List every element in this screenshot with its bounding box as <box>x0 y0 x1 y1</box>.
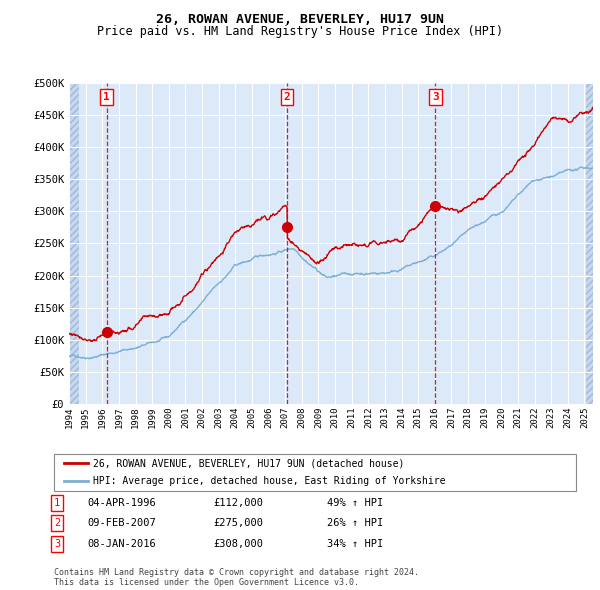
Text: 2000: 2000 <box>164 407 173 428</box>
Text: 09-FEB-2007: 09-FEB-2007 <box>87 519 156 528</box>
Text: 2012: 2012 <box>364 407 373 428</box>
Text: 2018: 2018 <box>464 407 473 428</box>
Text: 04-APR-1996: 04-APR-1996 <box>87 498 156 507</box>
Text: 1996: 1996 <box>98 407 107 428</box>
Text: 2008: 2008 <box>298 407 307 428</box>
Text: 1998: 1998 <box>131 407 140 428</box>
Text: 1997: 1997 <box>115 407 124 428</box>
Text: 2004: 2004 <box>231 407 240 428</box>
Text: 2025: 2025 <box>580 407 589 428</box>
Text: 26% ↑ HPI: 26% ↑ HPI <box>327 519 383 528</box>
Text: 2022: 2022 <box>530 407 539 428</box>
Text: 2021: 2021 <box>514 407 523 428</box>
Text: 2: 2 <box>284 92 290 102</box>
Text: 3: 3 <box>54 539 60 549</box>
Text: 2007: 2007 <box>281 407 290 428</box>
Text: 26, ROWAN AVENUE, BEVERLEY, HU17 9UN (detached house): 26, ROWAN AVENUE, BEVERLEY, HU17 9UN (de… <box>93 458 404 468</box>
FancyBboxPatch shape <box>54 454 576 491</box>
Text: 1999: 1999 <box>148 407 157 428</box>
Text: 2015: 2015 <box>414 407 423 428</box>
Text: £308,000: £308,000 <box>213 539 263 549</box>
Text: Price paid vs. HM Land Registry's House Price Index (HPI): Price paid vs. HM Land Registry's House … <box>97 25 503 38</box>
Text: 1: 1 <box>54 498 60 507</box>
Text: 08-JAN-2016: 08-JAN-2016 <box>87 539 156 549</box>
Text: 1: 1 <box>103 92 110 102</box>
Text: 3: 3 <box>432 92 439 102</box>
Text: 2023: 2023 <box>547 407 556 428</box>
Text: 2013: 2013 <box>380 407 389 428</box>
Text: 2019: 2019 <box>480 407 489 428</box>
Text: 34% ↑ HPI: 34% ↑ HPI <box>327 539 383 549</box>
Text: 2016: 2016 <box>430 407 439 428</box>
Text: 2020: 2020 <box>497 407 506 428</box>
Bar <box>586 83 593 404</box>
Text: 26, ROWAN AVENUE, BEVERLEY, HU17 9UN: 26, ROWAN AVENUE, BEVERLEY, HU17 9UN <box>156 13 444 26</box>
Text: £275,000: £275,000 <box>213 519 263 528</box>
Text: 2024: 2024 <box>563 407 572 428</box>
Text: 2006: 2006 <box>264 407 273 428</box>
Text: 2009: 2009 <box>314 407 323 428</box>
Text: 2005: 2005 <box>247 407 256 428</box>
Bar <box>69 83 79 404</box>
Text: 49% ↑ HPI: 49% ↑ HPI <box>327 498 383 507</box>
Text: £112,000: £112,000 <box>213 498 263 507</box>
Text: 1995: 1995 <box>81 407 90 428</box>
Text: 2003: 2003 <box>214 407 223 428</box>
Text: 1994: 1994 <box>65 407 74 428</box>
Text: 2002: 2002 <box>197 407 206 428</box>
Text: Contains HM Land Registry data © Crown copyright and database right 2024.
This d: Contains HM Land Registry data © Crown c… <box>54 568 419 587</box>
Text: 2010: 2010 <box>331 407 340 428</box>
Text: 2001: 2001 <box>181 407 190 428</box>
Text: 2017: 2017 <box>447 407 456 428</box>
Text: HPI: Average price, detached house, East Riding of Yorkshire: HPI: Average price, detached house, East… <box>93 476 446 486</box>
Text: 2011: 2011 <box>347 407 356 428</box>
Text: 2: 2 <box>54 519 60 528</box>
Text: 2014: 2014 <box>397 407 406 428</box>
